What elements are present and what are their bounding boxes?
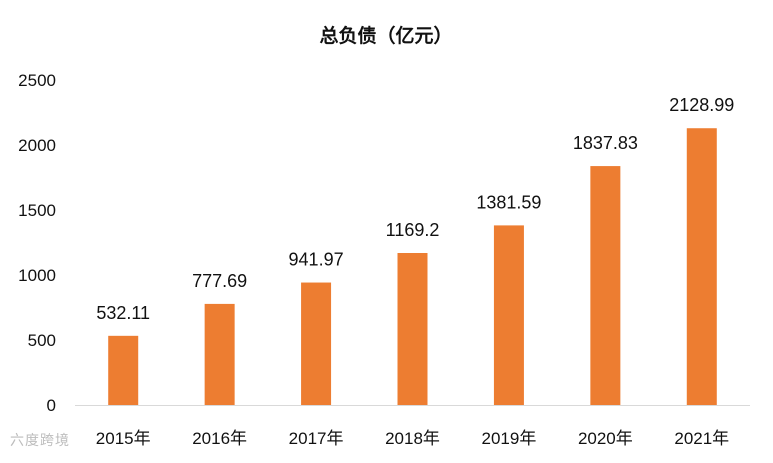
data-label-3: 941.97 bbox=[289, 250, 344, 270]
x-tick-label-1: 2015年 bbox=[96, 429, 151, 448]
x-axis: 2015年 2016年 2017年 2018年 2019年 2020年 2021年 bbox=[75, 405, 750, 448]
bar-2 bbox=[204, 303, 235, 405]
bar-3 bbox=[301, 282, 332, 405]
y-tick-label: 500 bbox=[28, 331, 56, 350]
data-label-1: 532.11 bbox=[96, 303, 150, 323]
bar-4 bbox=[397, 253, 428, 405]
y-tick-label: 2000 bbox=[18, 136, 56, 155]
y-tick-label: 2500 bbox=[18, 71, 56, 90]
watermark: 六度跨境 bbox=[10, 433, 70, 449]
chart-title: 总负债（亿元） bbox=[319, 24, 452, 47]
y-tick-label: 1500 bbox=[18, 201, 56, 220]
x-tick-label-3: 2017年 bbox=[289, 429, 344, 448]
data-label-7: 2128.99 bbox=[669, 95, 734, 115]
bar-6 bbox=[590, 166, 621, 405]
y-tick-label: 1000 bbox=[18, 266, 56, 285]
bar-7 bbox=[686, 128, 717, 405]
bars: 532.11 777.69 941.97 1169.2 1381.59 1837.83 21… bbox=[96, 95, 734, 405]
data-label-2: 777.69 bbox=[192, 271, 247, 291]
x-tick-label-7: 2021年 bbox=[674, 429, 729, 448]
y-tick-label: 0 bbox=[47, 396, 56, 415]
data-label-4: 1169.2 bbox=[386, 220, 440, 240]
bar-5 bbox=[493, 225, 524, 405]
data-label-5: 1381.59 bbox=[476, 192, 541, 212]
y-axis: 0 500 1000 1500 2000 2500 bbox=[18, 71, 56, 415]
x-tick-label-6: 2020年 bbox=[578, 429, 633, 448]
bar-1 bbox=[108, 335, 139, 405]
x-tick-label-2: 2016年 bbox=[192, 429, 247, 448]
data-label-6: 1837.83 bbox=[573, 133, 638, 153]
x-tick-label-4: 2018年 bbox=[385, 429, 440, 448]
x-tick-label-5: 2019年 bbox=[482, 429, 537, 448]
